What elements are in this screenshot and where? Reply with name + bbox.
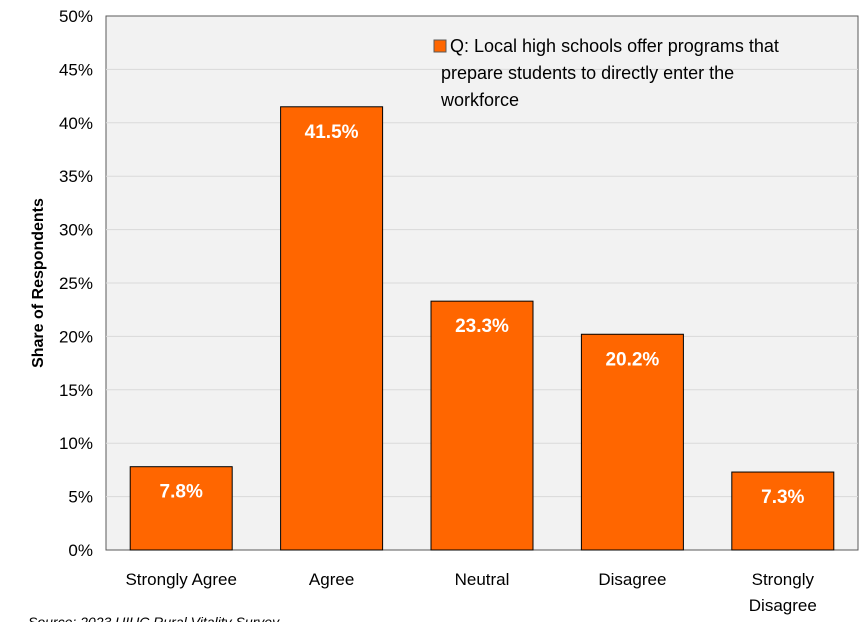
bar-disagree: [580, 333, 684, 551]
data-label: 7.3%: [761, 487, 804, 508]
legend-label-line: prepare students to directly enter the: [441, 63, 734, 83]
x-tick-label: Neutral: [455, 570, 510, 589]
bars: [129, 106, 835, 551]
y-tick-label: 10%: [59, 434, 93, 453]
bar-neutral: [430, 300, 534, 551]
y-tick-label: 5%: [68, 488, 93, 507]
y-tick-label: 50%: [59, 7, 93, 26]
x-tick-label: Agree: [309, 570, 354, 589]
legend-label: Q: Local high schools offer programs tha…: [440, 36, 779, 110]
legend-label-line: workforce: [440, 90, 519, 110]
y-tick-label: 20%: [59, 327, 93, 346]
y-axis-label: Share of Respondents: [30, 198, 47, 368]
bar-agree: [280, 106, 384, 551]
y-tick-label: 15%: [59, 381, 93, 400]
x-tick-label-line: Neutral: [455, 570, 510, 589]
x-tick-label: Strongly Disagree: [749, 570, 817, 615]
x-tick-label-line: Disagree: [598, 570, 666, 589]
y-tick-label: 35%: [59, 167, 93, 186]
legend: Q: Local high schools offer programs tha…: [433, 36, 779, 110]
x-tick-label: Disagree: [598, 570, 666, 589]
x-tick-label: Strongly Agree: [125, 570, 237, 589]
y-tick-labels: 0% 5% 10% 15% 20% 25% 30% 35% 40% 45% 50%: [59, 7, 93, 560]
x-tick-label-line: Strongly: [752, 570, 815, 589]
data-labels: 7.8% 41.5% 23.3% 20.2% 7.3%: [160, 122, 805, 508]
y-tick-label: 45%: [59, 60, 93, 79]
source-note: Source: 2023 UIUC Rural Vitality Survey: [28, 614, 280, 622]
data-label: 7.8%: [160, 482, 203, 503]
bar-strongly-agree: [129, 466, 233, 551]
legend-label-line: Q: Local high schools offer programs tha…: [450, 36, 779, 56]
y-tick-label: 25%: [59, 274, 93, 293]
bar-strongly-disagree: [731, 471, 835, 551]
x-tick-label-line: Strongly Agree: [125, 570, 237, 589]
data-label: 23.3%: [455, 316, 509, 337]
y-tick-label: 40%: [59, 114, 93, 133]
x-tick-labels: Strongly Agree Agree Neutral Disagree Strong…: [125, 570, 816, 615]
data-label: 20.2%: [605, 349, 659, 370]
y-tick-label: 0%: [68, 541, 93, 560]
data-label: 41.5%: [305, 122, 359, 143]
x-tick-label-line: Disagree: [749, 596, 817, 615]
x-tick-label-line: Agree: [309, 570, 354, 589]
y-tick-label: 30%: [59, 221, 93, 240]
legend-swatch: [433, 39, 447, 53]
